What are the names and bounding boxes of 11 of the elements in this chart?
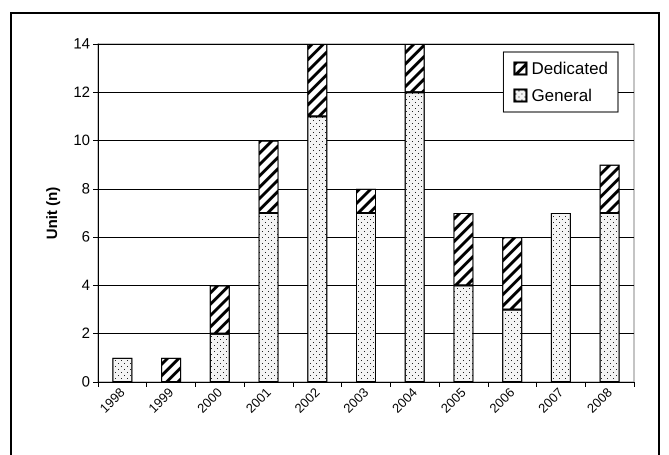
y-tick-label: 8 xyxy=(82,180,90,198)
y-tick-label: 6 xyxy=(82,228,90,246)
y-tick-label: 2 xyxy=(82,325,90,342)
y-tick-label: 12 xyxy=(73,84,90,101)
y-tick-label: 4 xyxy=(82,276,90,294)
y-axis-title: Unit (n) xyxy=(44,186,61,240)
legend-label: General xyxy=(531,86,592,105)
legend-label: Dedicated xyxy=(531,59,608,78)
y-tick-label: 14 xyxy=(73,36,90,52)
y-tick-label: 10 xyxy=(73,132,90,150)
y-tick-label: 0 xyxy=(82,374,90,390)
